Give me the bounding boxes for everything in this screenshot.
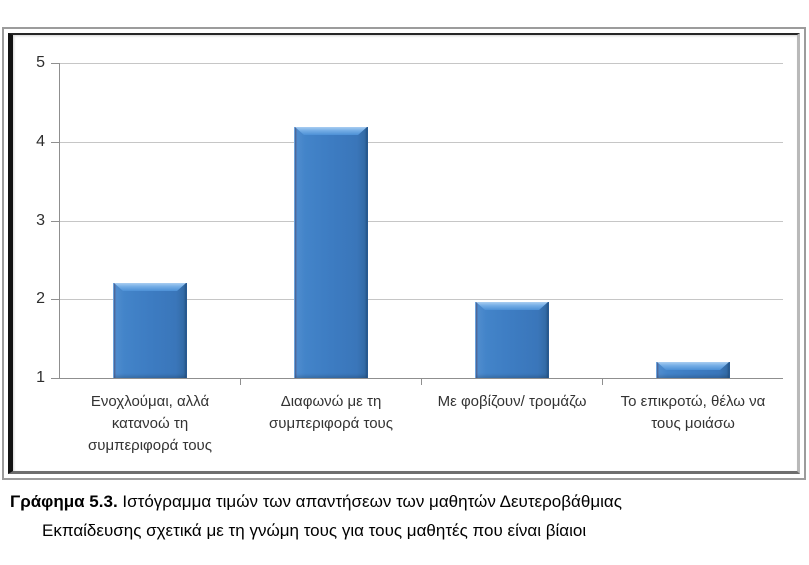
bar-category-2 [294, 127, 368, 378]
x-axis-tick-3 [602, 379, 603, 385]
x-axis-line [59, 378, 783, 379]
plot-area: 5 4 3 2 1 Ενοχλούμαι, αλλά κατανοώ τη συμπερι… [13, 35, 797, 471]
y-axis-tick-3 [51, 220, 59, 222]
bar-category-1 [113, 283, 187, 378]
chart-canvas: 5 4 3 2 1 Ενοχλούμαι, αλλά κατανοώ τη συμπερι… [8, 33, 800, 474]
caption-text-line2: Εκπαίδευσης σχετικά με τη γνώμη τους για… [42, 521, 587, 540]
y-axis-label-1: 1 [36, 369, 45, 386]
x-axis-tick-2 [421, 379, 422, 385]
x-axis-category-label-1: Ενοχλούμαι, αλλά κατανοώ τη συμπεριφορά … [88, 393, 212, 454]
gridline-y-2 [60, 299, 783, 301]
caption-line-1: Γράφημα 5.3. Ιστόγραμμα τιμών των απαντή… [10, 487, 750, 516]
bar-category-3 [475, 302, 549, 378]
gridline-y-4 [60, 141, 783, 143]
y-axis-line [59, 63, 60, 378]
chart-caption: Γράφημα 5.3. Ιστόγραμμα τιμών των απαντή… [10, 487, 750, 545]
y-axis-tick-1 [51, 378, 59, 379]
y-axis-label-2: 2 [36, 290, 45, 308]
y-axis-label-4: 4 [36, 132, 45, 150]
y-axis-label-5: 5 [36, 54, 45, 71]
y-axis-label-3: 3 [36, 211, 45, 229]
caption-figure-number: Γράφημα 5.3. [10, 492, 118, 511]
x-axis-category-label-2: Διαφωνώ με τη συμπεριφορά τους [269, 393, 393, 432]
caption-text-line1: Ιστόγραμμα τιμών των απαντήσεων των μαθη… [122, 492, 622, 511]
x-axis-category-label-3: Με φοβίζουν/ τρομάζω [437, 393, 587, 410]
gridline-y-3 [60, 220, 783, 222]
y-axis-tick-5 [51, 63, 59, 64]
gridline-y-5 [60, 63, 783, 64]
y-axis-tick-2 [51, 299, 59, 301]
bar-category-4 [656, 362, 730, 378]
chart-frame: 5 4 3 2 1 Ενοχλούμαι, αλλά κατανοώ τη συμπερι… [2, 27, 806, 480]
y-axis-tick-4 [51, 141, 59, 143]
x-axis-tick-1 [240, 379, 241, 385]
x-axis-category-label-4: Το επικροτώ, θέλω να τους μοιάσω [620, 393, 766, 432]
